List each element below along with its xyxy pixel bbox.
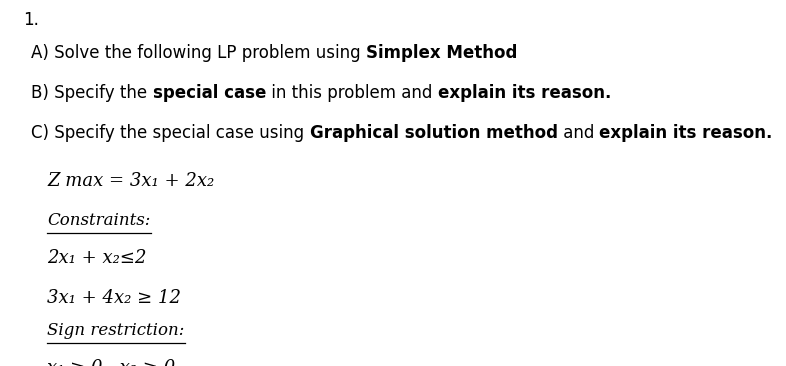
Text: Simplex Method: Simplex Method (366, 44, 518, 62)
Text: A) Solve the following LP problem using: A) Solve the following LP problem using (31, 44, 366, 62)
Text: and: and (558, 124, 600, 142)
Text: Constraints:: Constraints: (47, 212, 151, 229)
Text: C) Specify the special case using: C) Specify the special case using (31, 124, 310, 142)
Text: special case: special case (152, 84, 266, 102)
Text: x₁ ≥ 0   x₂ ≥ 0: x₁ ≥ 0 x₂ ≥ 0 (47, 359, 175, 366)
Text: 1.: 1. (24, 11, 39, 29)
Text: explain its reason.: explain its reason. (600, 124, 773, 142)
Text: Z max = 3x₁ + 2x₂: Z max = 3x₁ + 2x₂ (47, 172, 215, 190)
Text: B) Specify the: B) Specify the (31, 84, 152, 102)
Text: 3x₁ + 4x₂ ≥ 12: 3x₁ + 4x₂ ≥ 12 (47, 289, 181, 307)
Text: Graphical solution method: Graphical solution method (310, 124, 558, 142)
Text: explain its reason.: explain its reason. (438, 84, 612, 102)
Text: Sign restriction:: Sign restriction: (47, 322, 185, 339)
Text: 2x₁ + x₂≤2: 2x₁ + x₂≤2 (47, 249, 147, 267)
Text: in this problem and: in this problem and (266, 84, 438, 102)
